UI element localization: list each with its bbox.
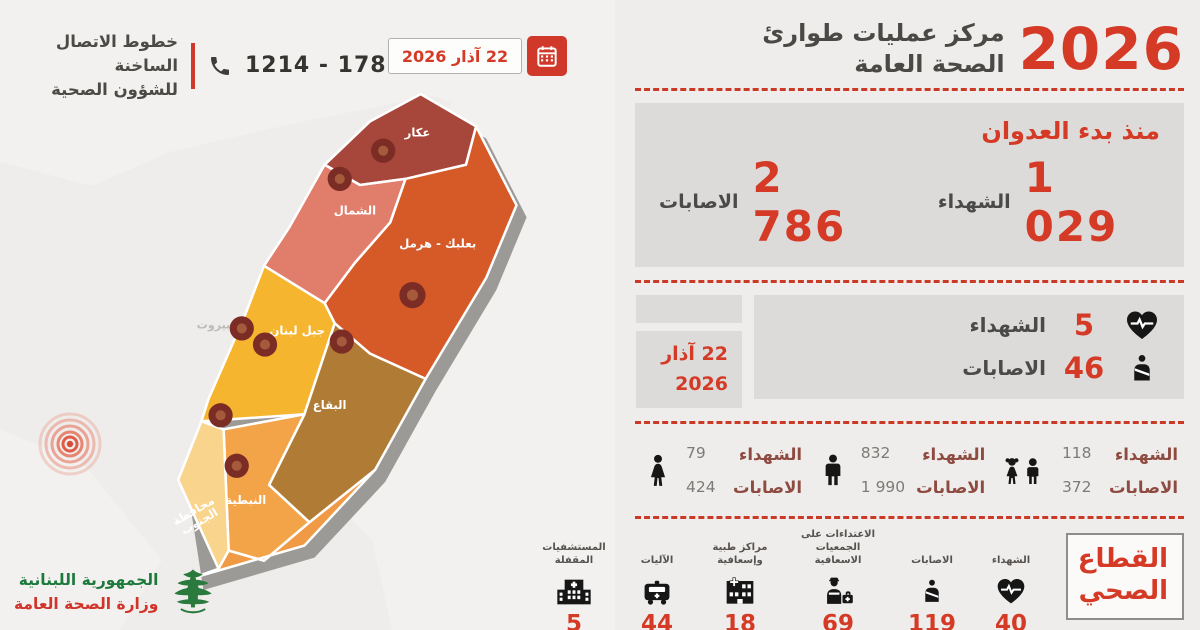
date-badge: 22 آذار 2026 [388,36,567,76]
children-values: 118 372 [1061,444,1092,496]
year-title: 2026 [1018,14,1184,83]
men-group: الشهداء الاصابات 832 1 990 [816,437,985,504]
stats-panel: 2026 مركز عمليات طوارئ الصحة العامة منذ … [542,0,1200,630]
panel-header: 2026 مركز عمليات طوارئ الصحة العامة [635,18,1184,80]
phone-icon [211,56,229,75]
medical-center-icon [726,577,754,604]
heart-pulse-icon [1127,311,1157,340]
dashed-separator [635,515,1184,519]
daily-injuries-label: الاصابات [962,356,1046,381]
map-label-beirut: بيروت [197,318,231,331]
hotline-numbers: 1214 - 1787 [245,53,403,79]
ambulance-icon [644,580,670,605]
hotline-label: خطوط الاتصال الساخنة للشؤون الصحية [51,32,178,99]
daily-date-column: 22 آذار 2026 [636,295,742,409]
health-item-vehicles: الآليات 44 [640,554,674,630]
men-labels: الشهداء الاصابات [916,444,986,497]
daily-injuries-value: 46 [1063,351,1105,386]
map-pin [371,138,396,163]
daily-date-box: 22 آذار 2026 [636,331,742,409]
dashed-separator [635,88,1184,92]
health-sector-section: القطاع الصحي الشهداء 40 الاصابات [542,529,1184,630]
cedar-logo-icon [174,569,213,614]
dashed-separator [635,421,1184,425]
map-label-baalbek-hermel: بعلبك - هرمل [399,237,476,252]
ministry-logo: الجمهورية اللبنانية وزارة الصحة العامة [14,566,219,618]
divider-bar [191,42,195,89]
map-label-nabatieh: النبطية [225,493,266,507]
health-sector-items: الشهداء 40 الاصابات [539,528,1042,630]
since-start-title: منذ بدء العدوان [981,117,1160,146]
map-pin [229,316,254,341]
map-label-bekaa: البقاع [313,398,347,413]
map-pin [399,281,426,309]
injuries-total: 2 786 [752,153,847,252]
daily-stats-box: 5 الشهداء 46 الاصابات [754,295,1184,400]
injuries-label: الاصابات [659,191,739,214]
daily-injuries-row: 46 الاصابات [776,349,1162,387]
women-values: 79 424 [686,444,716,496]
ministry-name: الجمهورية اللبنانية وزارة الصحة العامة [14,570,159,613]
map-pin [327,166,352,192]
map-label-akkar: عكار [404,126,431,141]
map-pin [329,329,354,354]
injured-person-icon [1134,355,1150,381]
page-title: مركز عمليات طوارئ الصحة العامة [762,19,1005,79]
children-labels: الشهداء الاصابات [1108,444,1178,497]
map-pin [208,403,233,428]
calendar-icon [537,46,557,67]
daily-martyrs-label: الشهداء [969,313,1046,338]
region-south-tip [192,468,377,580]
health-item-injuries: الاصابات 119 [908,554,957,630]
map-label-mount-lebanon: جبل لبنان [270,323,326,337]
heart-pulse-icon [997,578,1025,604]
date-text: 22 آذار 2026 [388,38,522,74]
map-pin [252,332,278,357]
women-labels: الشهداء الاصابات [733,444,803,497]
dashed-separator [635,280,1184,284]
strike-pins [208,138,426,478]
health-sector-title: القطاع الصحي [1066,532,1184,620]
martyrs-label: الشهداء [937,191,1011,214]
health-item-martyrs: الشهداء 40 [991,554,1031,630]
strike-ripple-icon [38,412,102,476]
empty-box [636,295,742,324]
men-values: 832 1 990 [860,444,906,496]
paramedic-icon [827,577,853,604]
map-pin [224,453,249,478]
man-icon [825,454,841,485]
hotline-block: خطوط الاتصال الساخنة للشؤون الصحية 1214 … [28,30,403,102]
map-panel: عكار الشمال بعلبك - هرمل جبل لبنان البقا… [14,30,567,618]
woman-icon [650,454,666,486]
martyrs-total: 1 029 [1024,153,1119,252]
daily-martyrs-row: 5 الشهداء [776,307,1162,343]
health-item-attacks: الاعتداءات على الجمعيات الاسعافية [800,528,876,630]
health-item-medical-centers: مراكز طبية وإسعافية [712,541,768,630]
map-label-north: الشمال [334,203,376,217]
calendar-badge [527,36,567,76]
region-north [262,163,407,305]
injured-person-icon [925,579,939,602]
women-group: الشهداء الاصابات 79 424 [641,437,802,504]
daily-martyrs-value: 5 [1073,308,1095,343]
children-icon [1005,457,1039,484]
health-item-closed-hospitals: المستشفيات المقفلة [542,541,606,630]
children-group: الشهداء الاصابات 118 372 [999,437,1178,504]
demographics-row: الشهداء الاصابات 118 372 [635,437,1184,504]
lebanon-map: عكار الشمال بعلبك - هرمل جبل لبنان البقا… [170,92,527,590]
since-start-box: منذ بدء العدوان 1 029 الشهداء 2 786 الاص… [635,103,1184,268]
since-start-stats: 1 029 الشهداء 2 786 الاصابات [659,153,1160,251]
hospital-icon [557,579,591,605]
daily-section: 5 الشهداء 46 الاصابات [635,295,1184,409]
